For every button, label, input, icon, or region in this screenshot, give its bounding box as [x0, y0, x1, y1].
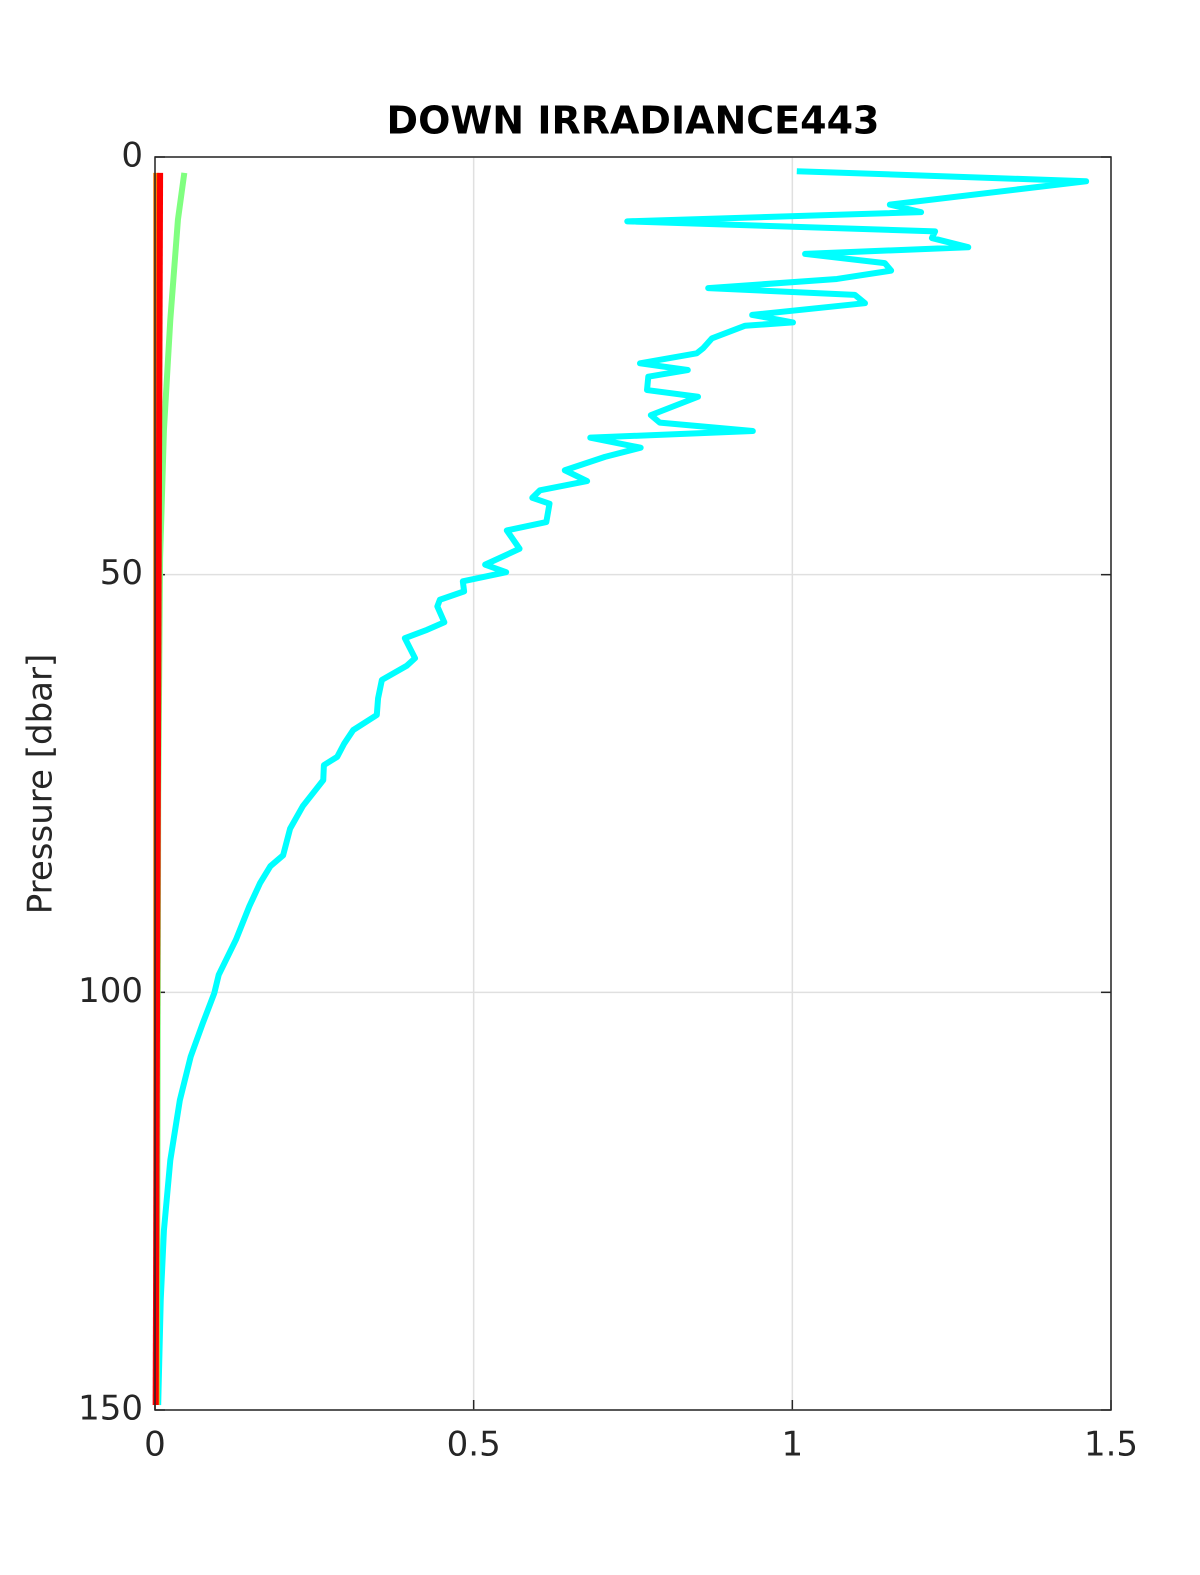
chart-title: DOWN IRRADIANCE443 — [387, 99, 880, 143]
x-tick-label: 1.5 — [1084, 1425, 1138, 1465]
line — [155, 168, 1090, 1406]
y-tick-label: 0 — [121, 136, 143, 176]
line — [152, 172, 164, 1406]
y-tick-label: 100 — [78, 971, 143, 1011]
y-tick-label: 150 — [78, 1389, 143, 1429]
y-tick-label: 50 — [100, 553, 143, 593]
x-tick-label: 0.5 — [447, 1425, 501, 1465]
plot-frame — [154, 156, 1112, 1411]
y-axis-label: Pressure [dbar] — [21, 654, 61, 915]
x-tick-label: 0 — [144, 1425, 166, 1465]
x-tick-label: 1 — [782, 1425, 804, 1465]
